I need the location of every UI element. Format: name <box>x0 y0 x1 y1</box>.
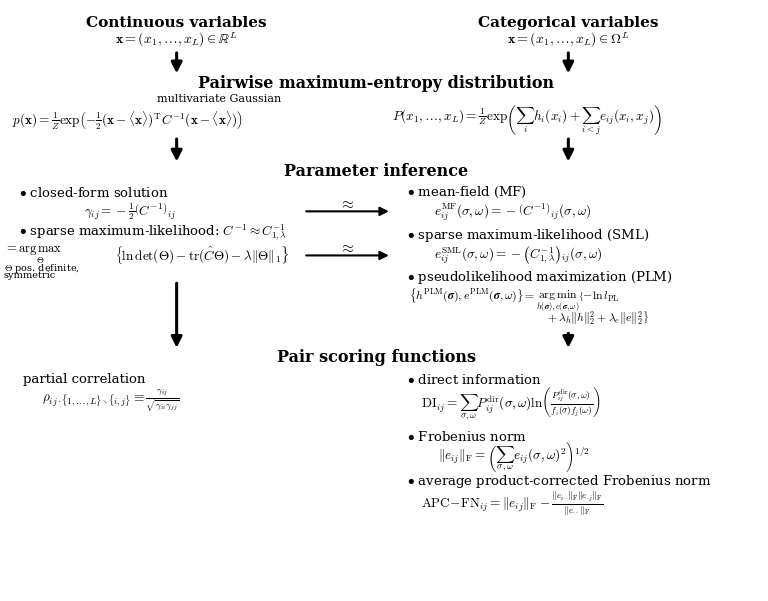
Text: Pair scoring functions: Pair scoring functions <box>276 349 476 366</box>
Text: Pairwise maximum-entropy distribution: Pairwise maximum-entropy distribution <box>198 75 554 91</box>
Text: $= \underset{\Theta}{\arg\max}$: $= \underset{\Theta}{\arg\max}$ <box>4 245 62 266</box>
Text: partial correlation: partial correlation <box>23 373 145 386</box>
Text: $\left. + \lambda_h\|h\|_2^2 + \lambda_e\|e\|_2^2\right\}$: $\left. + \lambda_h\|h\|_2^2 + \lambda_e… <box>545 309 650 327</box>
Text: $e_{ij}^{\mathrm{SML}}(\sigma,\omega) = -\left(C^{-1}_{1,\lambda}\right)_{ij}(\s: $e_{ij}^{\mathrm{SML}}(\sigma,\omega) = … <box>434 245 602 266</box>
Text: $\bullet$ sparse maximum-likelihood (SML): $\bullet$ sparse maximum-likelihood (SML… <box>407 227 649 244</box>
Text: Categorical variables: Categorical variables <box>478 16 659 29</box>
Text: $\bullet$ sparse maximum-likelihood: $C^{-1} \approx C^{-1}_{1,\lambda}$: $\bullet$ sparse maximum-likelihood: $C^… <box>19 223 287 243</box>
Text: $p(\mathbf{x}) = \frac{1}{Z}\exp\!\left(-\frac{1}{2}(\mathbf{x}-\langle\mathbf{x: $p(\mathbf{x}) = \frac{1}{Z}\exp\!\left(… <box>12 109 242 131</box>
Text: $\mathrm{DI}_{ij} = \sum_{\sigma,\omega} P_{ij}^{\mathrm{dir}}(\sigma,\omega)\ln: $\mathrm{DI}_{ij} = \sum_{\sigma,\omega}… <box>421 385 601 422</box>
Text: $\bullet$ pseudolikelihood maximization (PLM): $\bullet$ pseudolikelihood maximization … <box>407 269 673 287</box>
Text: $\bullet$ direct information: $\bullet$ direct information <box>407 373 542 386</box>
Text: $\bullet$ average product-corrected Frobenius norm: $\bullet$ average product-corrected Frob… <box>407 474 711 490</box>
Text: $\rho_{ij\cdot\{1,\ldots,L\}\setminus\{i,j\}} \equiv \frac{\gamma_{ij}}{\sqrt{\g: $\rho_{ij\cdot\{1,\ldots,L\}\setminus\{i… <box>42 388 180 415</box>
Text: $P(x_1,\ldots,x_L) = \frac{1}{Z}\exp\!\left(\sum_i h_i(x_i) + \sum_{i<j} e_{ij}(: $P(x_1,\ldots,x_L) = \frac{1}{Z}\exp\!\l… <box>392 103 661 137</box>
Text: Parameter inference: Parameter inference <box>284 163 468 180</box>
Text: $\|e_{ij}\|_{\mathrm{F}} = \left(\sum_{\sigma,\omega} e_{ij}(\sigma,\omega)^2\ri: $\|e_{ij}\|_{\mathrm{F}} = \left(\sum_{\… <box>438 440 590 474</box>
Text: $\gamma_{ij} = -\frac{1}{2}\left(C^{-1}\right)_{ij}$: $\gamma_{ij} = -\frac{1}{2}\left(C^{-1}\… <box>84 201 177 222</box>
Text: $\bullet$ closed-form solution: $\bullet$ closed-form solution <box>19 186 168 200</box>
Text: $\approx$: $\approx$ <box>339 242 355 255</box>
Text: multivariate Gaussian: multivariate Gaussian <box>157 94 282 104</box>
Text: $\Theta$ pos. definite,: $\Theta$ pos. definite, <box>4 262 80 275</box>
Text: $\mathbf{x} = (x_1,\ldots,x_L) \in \mathbb{R}^L$: $\mathbf{x} = (x_1,\ldots,x_L) \in \math… <box>115 31 238 49</box>
Text: $\approx$: $\approx$ <box>339 197 355 212</box>
Text: $e_{ij}^{\mathrm{MF}}(\sigma,\omega) = -\left(C^{-1}\right)_{ij}(\sigma,\omega)$: $e_{ij}^{\mathrm{MF}}(\sigma,\omega) = -… <box>434 202 591 224</box>
Text: $\mathrm{APC\!-\!FN}_{ij} = \|e_{ij}\|_{\mathrm{F}} - \frac{\|e_{i\cdot}\|_{\mat: $\mathrm{APC\!-\!FN}_{ij} = \|e_{ij}\|_{… <box>421 491 603 519</box>
Text: $\bullet$ Frobenius norm: $\bullet$ Frobenius norm <box>407 430 527 444</box>
Text: $\left\{\ln\det(\Theta) - \mathrm{tr}(\hat{C}\Theta) - \lambda\|\Theta\|_1\right: $\left\{\ln\det(\Theta) - \mathrm{tr}(\h… <box>115 245 290 266</box>
Text: symmetric: symmetric <box>4 271 56 280</box>
Text: Continuous variables: Continuous variables <box>86 16 267 29</box>
Text: $\left\{h^{\mathrm{PLM}}(\boldsymbol{\sigma}), e^{\mathrm{PLM}}(\boldsymbol{\sig: $\left\{h^{\mathrm{PLM}}(\boldsymbol{\si… <box>409 286 620 313</box>
Text: $\bullet$ mean-field (MF): $\bullet$ mean-field (MF) <box>407 185 527 200</box>
Text: $\mathbf{x} = (x_1,\ldots,x_L) \in \Omega^L$: $\mathbf{x} = (x_1,\ldots,x_L) \in \Omeg… <box>507 31 630 49</box>
